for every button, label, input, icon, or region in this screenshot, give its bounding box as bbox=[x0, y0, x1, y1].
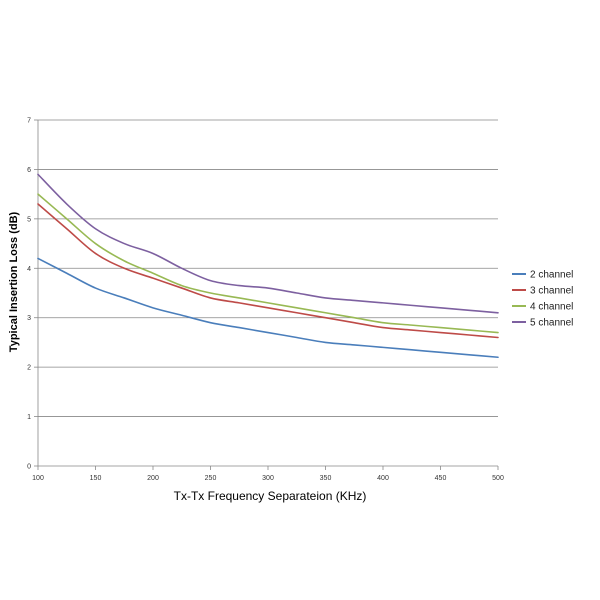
y-tick-label-0: 0 bbox=[27, 464, 31, 471]
legend: 2 channel 3 channel 4 channel 5 channel bbox=[512, 270, 573, 329]
series-lines bbox=[37, 173, 499, 359]
y-tick-label-7: 7 bbox=[27, 118, 31, 125]
y-tick-labels: 0 1 2 3 4 5 6 7 bbox=[27, 118, 31, 471]
x-axis-title: Tx-Tx Frequency Separateion (KHz) bbox=[174, 489, 367, 503]
series-line-1 bbox=[37, 257, 499, 359]
y-tick-label-6: 6 bbox=[27, 167, 31, 174]
legend-label-1: 2 channel bbox=[530, 270, 573, 281]
x-tick-label-1: 150 bbox=[90, 475, 102, 482]
axes bbox=[34, 119, 499, 470]
x-tick-label-5: 350 bbox=[320, 475, 332, 482]
y-tick-label-3: 3 bbox=[27, 315, 31, 322]
x-tick-label-8: 500 bbox=[492, 475, 504, 482]
series-line-4 bbox=[37, 173, 499, 314]
x-tick-label-4: 300 bbox=[262, 475, 274, 482]
x-tick-labels: 100 150 200 250 300 350 400 450 500 bbox=[32, 475, 504, 482]
x-tick-label-0: 100 bbox=[32, 475, 44, 482]
series-line-3 bbox=[37, 193, 499, 334]
gridlines bbox=[38, 119, 498, 417]
series-line-2 bbox=[37, 203, 499, 339]
legend-label-2: 3 channel bbox=[530, 286, 573, 297]
x-tick-label-7: 450 bbox=[435, 475, 447, 482]
x-tick-label-3: 250 bbox=[205, 475, 217, 482]
y-axis-title: Typical Insertion Loss (dB) bbox=[8, 211, 20, 352]
y-tick-label-1: 1 bbox=[27, 414, 31, 421]
y-tick-label-2: 2 bbox=[27, 365, 31, 372]
legend-label-4: 5 channel bbox=[530, 318, 573, 329]
x-tick-label-2: 200 bbox=[147, 475, 159, 482]
legend-label-3: 4 channel bbox=[530, 302, 573, 313]
y-tick-label-4: 4 bbox=[27, 266, 31, 273]
x-tick-label-6: 400 bbox=[377, 475, 389, 482]
y-tick-label-5: 5 bbox=[27, 216, 31, 223]
